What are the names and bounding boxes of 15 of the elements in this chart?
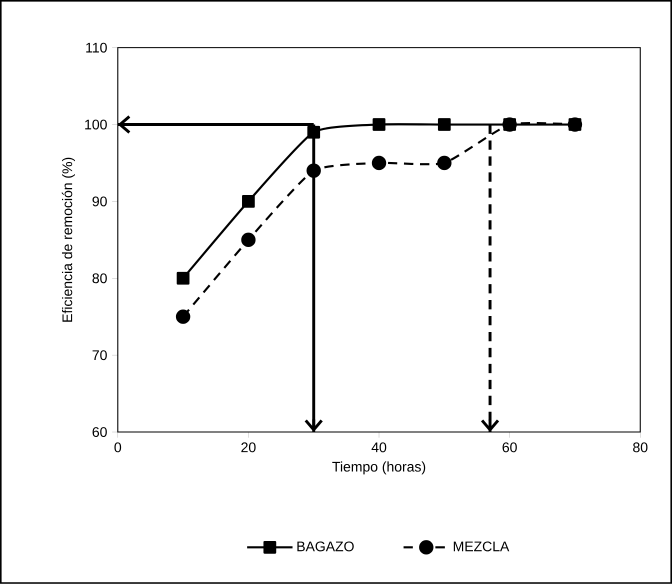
y-tick-label: 110 — [86, 42, 107, 53]
y-tick-label: 60 — [92, 427, 107, 438]
x-tick-label: 20 — [241, 442, 256, 452]
y-axis-title: Eficiencia de remoción (%) — [62, 158, 75, 322]
x-tick-label: 40 — [372, 442, 386, 452]
legend-label: MEZCLA — [454, 542, 510, 552]
legend-label: BAGAZO — [297, 542, 354, 552]
x-tick-label: 60 — [502, 442, 517, 452]
y-tick-label: 70 — [92, 350, 107, 360]
y-tick-label: 90 — [92, 196, 107, 206]
x-tick-label: 0 — [114, 442, 122, 452]
y-tick-label: 100 — [85, 120, 107, 130]
x-tick-label: 80 — [633, 442, 648, 452]
y-tick-label: 80 — [92, 273, 107, 284]
x-axis-title: Tiempo (horas) — [332, 461, 426, 474]
